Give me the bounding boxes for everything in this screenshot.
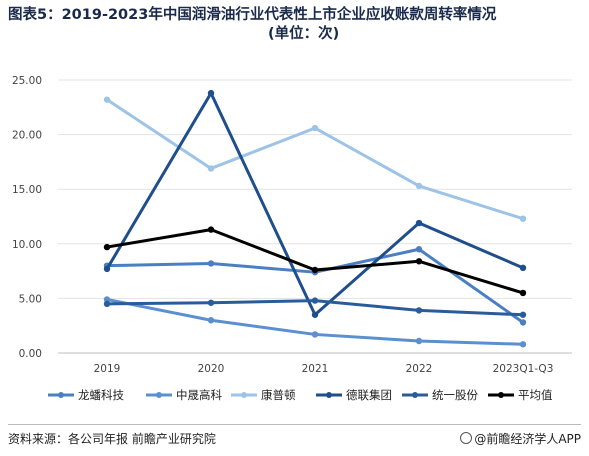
data-point — [103, 96, 111, 103]
y-tick-label: 20.00 — [12, 130, 42, 142]
data-point — [415, 246, 423, 253]
y-tick-label: 5.00 — [19, 293, 42, 305]
legend-label: 康普顿 — [261, 388, 296, 402]
data-point — [519, 215, 527, 222]
data-point — [519, 264, 527, 272]
y-tick-label: 10.00 — [12, 239, 42, 251]
series-line — [106, 98, 524, 221]
data-point — [519, 341, 527, 348]
legend-marker — [241, 392, 247, 398]
data-point — [311, 331, 319, 338]
x-tick-label: 2022 — [406, 363, 433, 375]
y-tick-label: 25.00 — [12, 75, 42, 87]
legend-marker — [498, 392, 504, 398]
data-point — [207, 299, 215, 306]
data-point — [519, 311, 527, 318]
data-point — [103, 243, 111, 251]
data-point — [311, 311, 319, 318]
legend-label: 德联集团 — [346, 388, 392, 402]
data-point — [415, 337, 423, 345]
legend-label: 中晟高科 — [176, 388, 222, 402]
brand-note: @前瞻经济学人APP — [460, 430, 581, 447]
at-icon — [460, 432, 473, 444]
legend-label: 统一股份 — [432, 388, 478, 402]
data-point — [311, 297, 319, 304]
data-point — [207, 226, 215, 233]
data-point — [519, 319, 527, 326]
data-point — [207, 89, 215, 97]
data-point — [415, 258, 423, 265]
series-line — [106, 228, 524, 295]
y-tick-label: 0.00 — [19, 348, 42, 360]
data-point — [311, 124, 319, 132]
data-point — [415, 307, 423, 314]
data-point — [311, 266, 319, 274]
x-tick-label: 2020 — [198, 363, 225, 375]
data-point — [103, 300, 111, 308]
x-tick-label: 2021 — [302, 363, 329, 375]
x-tick-label: 2019 — [94, 363, 121, 375]
data-point — [519, 289, 527, 297]
footer-divider — [8, 424, 581, 425]
legend-marker — [156, 392, 162, 398]
data-point — [415, 182, 423, 190]
data-point — [415, 219, 423, 227]
legend-marker — [326, 392, 332, 398]
brand-text: @前瞻经济学人APP — [474, 432, 581, 446]
legend-label: 龙蟠科技 — [78, 388, 124, 402]
data-point — [207, 165, 215, 172]
x-tick-label: 2023Q1-Q3 — [493, 363, 554, 375]
chart-title: 图表5：2019-2023年中国润滑油行业代表性上市企业应收账款周转率情况 (单… — [8, 6, 583, 44]
chart-title-line1: 图表5：2019-2023年中国润滑油行业代表性上市企业应收账款周转率情况 — [8, 7, 497, 23]
legend-marker — [58, 392, 64, 398]
data-point — [207, 317, 215, 324]
data-point — [103, 265, 111, 273]
legend-label: 平均值 — [518, 388, 553, 402]
chart-title-line2: (单位：次) — [268, 26, 340, 42]
source-note: 资料来源：各公司年报 前瞻产业研究院 — [8, 432, 216, 446]
legend-marker — [412, 392, 418, 398]
data-point — [207, 260, 215, 267]
y-tick-label: 15.00 — [12, 184, 42, 196]
